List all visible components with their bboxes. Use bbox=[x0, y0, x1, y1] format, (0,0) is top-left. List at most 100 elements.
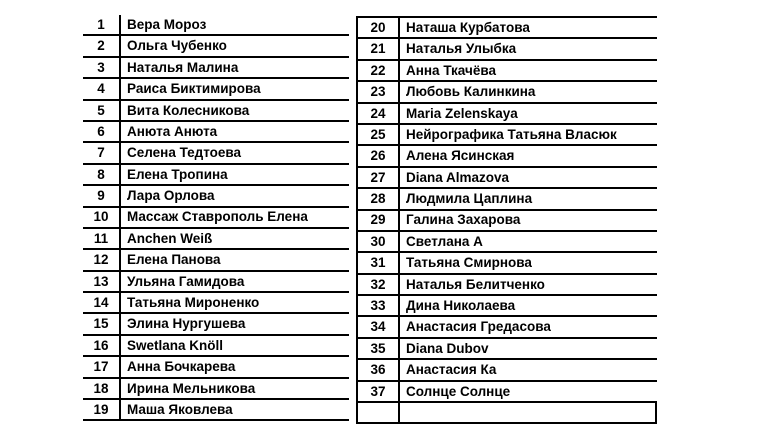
table-row: 26 Алена Ясинская bbox=[358, 146, 657, 168]
row-number-cell: 35 bbox=[358, 338, 400, 359]
table-row: 8 Елена Тропина bbox=[83, 164, 349, 187]
row-name-cell: Анастасия Ка bbox=[406, 362, 497, 378]
row-name-cell: Элина Нургушева bbox=[127, 316, 246, 332]
row-name-cell: Людмила Цаплина bbox=[406, 191, 533, 207]
table-row: 21 Наталья Улыбка bbox=[358, 39, 657, 61]
row-number-cell bbox=[358, 403, 400, 423]
row-name-cell: Ольга Чубенко bbox=[127, 38, 227, 54]
row-number-cell: 12 bbox=[83, 250, 121, 270]
row-number-cell: 6 bbox=[83, 121, 121, 142]
row-number-cell: 10 bbox=[83, 207, 121, 227]
table-row: 29 Галина Захарова bbox=[358, 210, 657, 232]
row-name-cell: Анна Ткачёва bbox=[406, 62, 496, 78]
table-row: 18 Ирина Мельникова bbox=[83, 378, 349, 401]
table-row: 34 Анастасия Гредасова bbox=[358, 317, 657, 339]
row-name-cell: Татьяна Смирнова bbox=[406, 255, 532, 271]
table-row: 27 Diana Almazova bbox=[358, 167, 657, 190]
row-number-cell: 22 bbox=[358, 60, 400, 81]
row-name-cell: Анастасия Гредасова bbox=[406, 319, 551, 335]
row-name-cell: Елена Тропина bbox=[127, 166, 228, 182]
table-row: 32 Наталья Белитченко bbox=[358, 274, 657, 297]
row-name-cell: Diana Almazova bbox=[406, 169, 510, 185]
row-number-cell: 13 bbox=[83, 271, 121, 292]
row-name-cell: Татьяна Мироненко bbox=[127, 295, 260, 311]
row-number-cell: 37 bbox=[358, 381, 400, 402]
row-name-cell: Раиса Биктимирова bbox=[127, 81, 261, 97]
row-name-cell: Селена Тедтоева bbox=[127, 145, 242, 161]
row-number-cell: 1 bbox=[83, 15, 121, 35]
row-number-cell: 36 bbox=[358, 360, 400, 380]
row-name-cell: Вита Колесникова bbox=[127, 102, 250, 118]
row-number-cell: 19 bbox=[83, 400, 121, 420]
row-number-cell: 20 bbox=[358, 18, 400, 38]
row-name-cell: Diana Dubov bbox=[406, 340, 489, 356]
participant-table-right: 20 Наташа Курбатова 21 Наталья Улыбка 22 Анна… bbox=[356, 16, 657, 425]
row-name-cell: Анна Бочкарева bbox=[127, 359, 236, 375]
table-row: 28 Людмила Цаплина bbox=[358, 189, 657, 211]
table-row: 35 Diana Dubov bbox=[358, 338, 657, 361]
table-row: 13 Ульяна Гамидова bbox=[83, 271, 349, 294]
row-number-cell: 15 bbox=[83, 314, 121, 334]
table-row: 15 Элина Нургушева bbox=[83, 314, 349, 336]
row-number-cell: 25 bbox=[358, 124, 400, 145]
row-name-cell: Светлана А bbox=[406, 233, 483, 249]
table-row: 5 Вита Колесникова bbox=[83, 100, 349, 122]
row-name-cell: Лара Орлова bbox=[127, 188, 215, 204]
table-row: 11 Anchen Weiß bbox=[83, 228, 349, 251]
row-name-cell: Swetlana Knöll bbox=[127, 337, 224, 353]
row-number-cell: 33 bbox=[358, 296, 400, 316]
row-number-cell: 4 bbox=[83, 79, 121, 99]
row-name-cell: Наташа Курбатова bbox=[406, 19, 530, 35]
row-name-cell: Anchen Weiß bbox=[127, 230, 213, 246]
table-row: 4 Раиса Биктимирова bbox=[83, 79, 349, 101]
row-number-cell: 16 bbox=[83, 335, 121, 356]
row-name-cell: Вера Мороз bbox=[127, 16, 207, 32]
row-number-cell: 30 bbox=[358, 231, 400, 252]
table-row: 12 Елена Панова bbox=[83, 250, 349, 272]
row-number-cell: 8 bbox=[83, 164, 121, 185]
table-row: 2 Ольга Чубенко bbox=[83, 36, 349, 58]
row-name-cell: Любовь Калинкина bbox=[406, 84, 536, 100]
table-row: 19 Маша Яковлева bbox=[83, 400, 349, 422]
row-number-cell: 9 bbox=[83, 186, 121, 206]
table-row: 6 Анюта Анюта bbox=[83, 121, 349, 144]
table-row: 20 Наташа Курбатова bbox=[358, 18, 657, 40]
row-number-cell: 28 bbox=[358, 189, 400, 209]
table-row: 16 Swetlana Knöll bbox=[83, 335, 349, 358]
row-name-cell: Анюта Анюта bbox=[127, 123, 218, 139]
row-name-cell: Галина Захарова bbox=[406, 212, 521, 228]
table-row: 37 Солнце Солнце bbox=[358, 381, 657, 404]
participant-table-left: 1 Вера Мороз 2 Ольга Чубенко 3 Наталья Малина… bbox=[83, 15, 349, 422]
row-number-cell: 26 bbox=[358, 146, 400, 166]
row-number-cell: 24 bbox=[358, 103, 400, 123]
row-number-cell: 23 bbox=[358, 82, 400, 102]
row-number-cell: 34 bbox=[358, 317, 400, 337]
row-number-cell: 21 bbox=[358, 39, 400, 59]
row-number-cell: 3 bbox=[83, 57, 121, 78]
row-number-cell: 2 bbox=[83, 36, 121, 56]
row-name-cell: Елена Панова bbox=[127, 252, 221, 268]
table-row: 24 Maria Zelenskaya bbox=[358, 103, 657, 125]
row-name-cell: Солнце Солнце bbox=[406, 383, 511, 399]
table-row: 36 Анастасия Ка bbox=[358, 360, 657, 382]
table-row: 14 Татьяна Мироненко bbox=[83, 293, 349, 315]
row-number-cell: 32 bbox=[358, 274, 400, 295]
row-number-cell: 27 bbox=[358, 167, 400, 188]
row-name-cell: Наталья Малина bbox=[127, 59, 239, 75]
row-name-cell: Массаж Ставрополь Елена bbox=[127, 209, 308, 225]
row-name-cell: Нейрографика Татьяна Власюк bbox=[406, 126, 617, 142]
table-row: 7 Селена Тедтоева bbox=[83, 143, 349, 165]
row-name-cell: Наталья Белитченко bbox=[406, 276, 545, 292]
row-number-cell: 11 bbox=[83, 228, 121, 249]
table-row: 17 Анна Бочкарева bbox=[83, 357, 349, 379]
table-row: 10 Массаж Ставрополь Елена bbox=[83, 207, 349, 229]
table-row: 30 Светлана А bbox=[358, 231, 657, 254]
table-row: 33 Дина Николаева bbox=[358, 296, 657, 318]
row-name-cell: Дина Николаева bbox=[406, 298, 516, 314]
table-row: 22 Анна Ткачёва bbox=[358, 60, 657, 83]
row-number-cell: 7 bbox=[83, 143, 121, 163]
table-row: 9 Лара Орлова bbox=[83, 186, 349, 208]
row-name-cell: Алена Ясинская bbox=[406, 148, 515, 164]
row-name-cell: Наталья Улыбка bbox=[406, 41, 517, 57]
table-row: 31 Татьяна Смирнова bbox=[358, 253, 657, 275]
